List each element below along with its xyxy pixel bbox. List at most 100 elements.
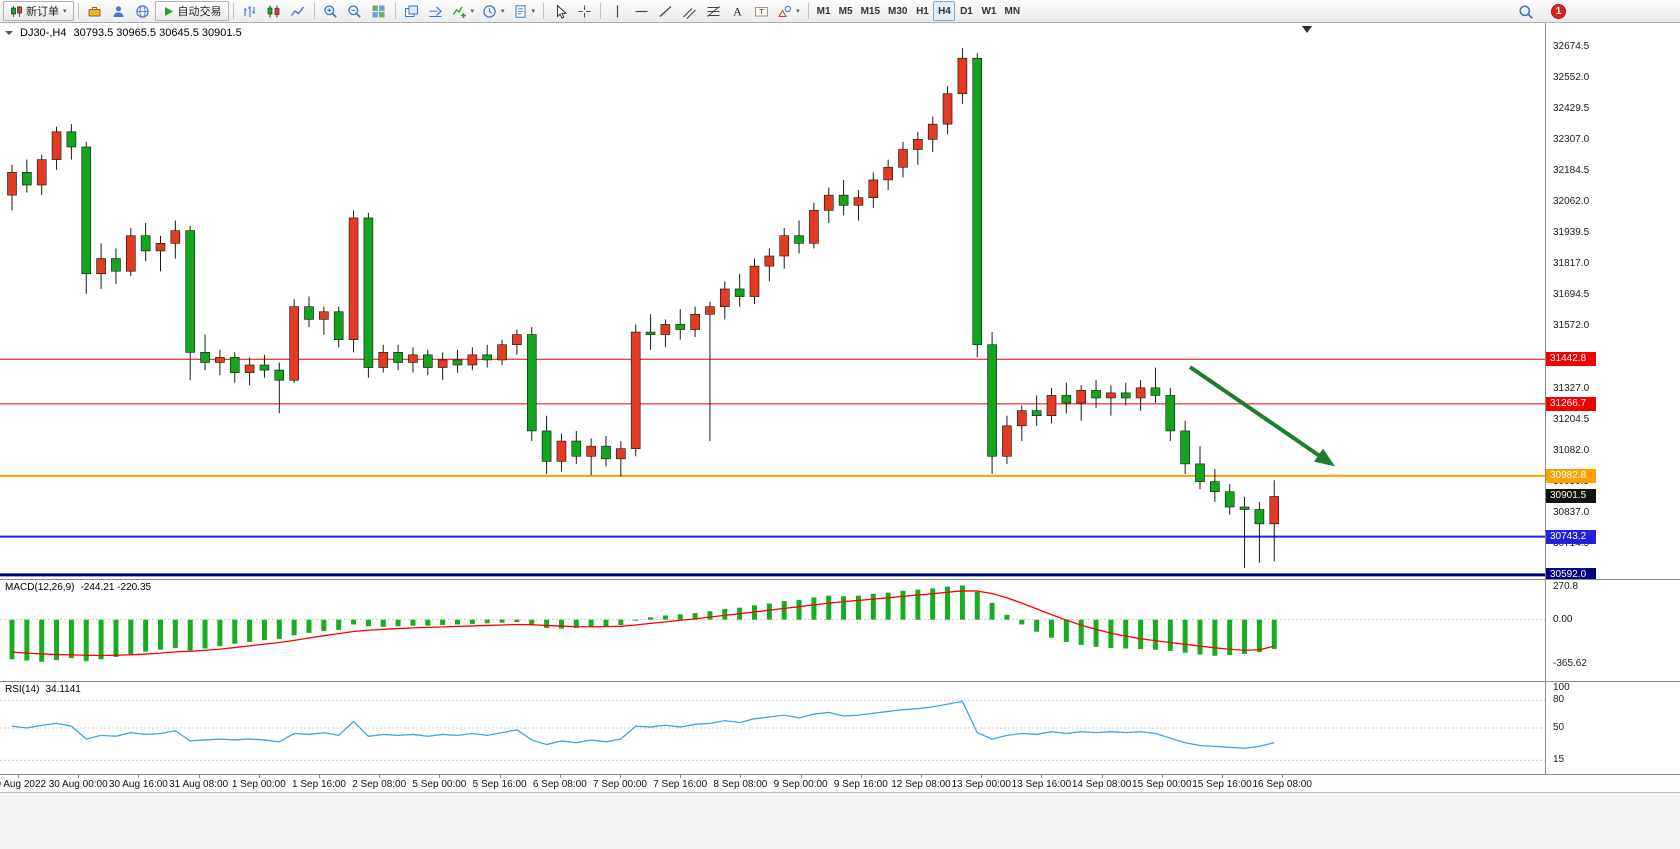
timeframe-m1-button[interactable]: M1	[813, 1, 835, 21]
templates-button[interactable]: ▾	[509, 1, 540, 21]
timeframe-m5-button[interactable]: M5	[835, 1, 857, 21]
timeframe-m30-button[interactable]: M30	[884, 1, 911, 21]
svg-text:T: T	[759, 7, 764, 16]
time-axis-label: 29 Aug 2022	[0, 779, 47, 790]
toolbar-separator	[394, 3, 396, 19]
cascade-windows-button[interactable]	[400, 1, 424, 21]
timeframe-mn-button[interactable]: MN	[1000, 1, 1024, 21]
chart-shift-icon	[428, 4, 443, 19]
cascade-windows-icon	[404, 4, 419, 19]
macd-chart[interactable]	[0, 580, 1545, 681]
time-axis-label: 9 Sep 00:00	[773, 779, 828, 790]
macd-axis[interactable]: 270.8 0.00 -365.62	[1545, 580, 1680, 681]
toolbar-separator	[600, 3, 602, 19]
timeframe-w1-button[interactable]: W1	[977, 1, 1000, 21]
macd-pane: MACD(12,26,9) -244.21 -220.35 270.8 0.00 -…	[0, 580, 1680, 682]
level-lines	[0, 358, 1545, 577]
time-axis-tick	[258, 775, 260, 778]
vertical-line-tool-icon	[610, 4, 625, 19]
horizontal-line-tool-button[interactable]	[629, 1, 653, 21]
macd-axis-label: 0.00	[1553, 613, 1573, 625]
bar-chart-mode-button[interactable]	[238, 1, 262, 21]
price-axis[interactable]: 32674.5 32552.0 32429.5 32307.0 32184.5 32062…	[1545, 23, 1680, 579]
accounts-button[interactable]	[107, 1, 131, 21]
toolbar-separator	[77, 3, 79, 19]
timeframe-mn-label: MN	[1004, 5, 1021, 17]
candle-chart-mode-button[interactable]	[262, 1, 286, 21]
shapes-tool-icon	[777, 4, 792, 19]
macd-label: MACD(12,26,9) -244.21 -220.35	[5, 582, 151, 593]
time-axis-label: 1 Sep 16:00	[292, 779, 346, 790]
trendline-tool-icon	[658, 4, 673, 19]
timeframe-m15-button[interactable]: M15	[857, 1, 884, 21]
horizontal-line-tool-icon	[634, 4, 649, 19]
svg-text:A: A	[733, 4, 742, 18]
rsi-chart[interactable]	[0, 682, 1545, 774]
time-axis-tick	[198, 775, 200, 778]
time-axis-tick	[138, 775, 140, 778]
price-axis-label: 30837.0	[1553, 506, 1590, 518]
community-button[interactable]	[131, 1, 155, 21]
channel-tool-button[interactable]	[677, 1, 701, 21]
toolbar-separator	[807, 3, 809, 19]
fibonacci-tool-button[interactable]	[701, 1, 725, 21]
price-level-tag: 30982.8	[1546, 468, 1596, 483]
templates-icon	[513, 4, 528, 19]
trendline-tool-button[interactable]	[653, 1, 677, 21]
caret-down-icon: ▾	[63, 8, 67, 15]
toolbar-separator	[232, 3, 234, 19]
search-button[interactable]	[1514, 2, 1538, 22]
crosshair-tool-button[interactable]	[572, 1, 596, 21]
price-axis-label: 32552.0	[1553, 72, 1590, 83]
indicators-button[interactable]: ▾	[448, 1, 479, 21]
candle-chart-mode-icon	[266, 4, 281, 19]
zoom-out-button[interactable]	[343, 1, 367, 21]
rsi-axis-label: 100	[1553, 682, 1570, 693]
timeframe-d1-label: D1	[960, 5, 973, 17]
timeframe-m1-label: M1	[816, 5, 831, 17]
time-axis-tick	[379, 775, 381, 778]
candles-layer	[7, 48, 1280, 568]
candlestick-chart[interactable]	[0, 23, 1545, 580]
time-axis-tick	[499, 775, 501, 778]
price-axis-label: 31327.0	[1553, 382, 1590, 394]
price-axis-label: 32062.0	[1553, 196, 1590, 208]
chart-wizard-button[interactable]	[83, 1, 107, 21]
macd-signal-line	[11, 590, 1275, 657]
timeframe-m5-label: M5	[838, 5, 853, 17]
timeframe-d1-button[interactable]: D1	[955, 1, 977, 21]
rsi-axis[interactable]: 100 80 50 15	[1545, 682, 1680, 774]
chart-shift-button[interactable]	[424, 1, 448, 21]
auto-trading-label: 自动交易	[177, 6, 222, 18]
label-tool-button[interactable]: T	[749, 1, 773, 21]
price-level-tag: 31442.8	[1546, 352, 1596, 367]
periods-button[interactable]: ▾	[478, 1, 509, 21]
vertical-line-tool-button[interactable]	[605, 1, 629, 21]
notification-badge[interactable]: 1	[1551, 4, 1566, 19]
new-order-button[interactable]: 新订单 ▾	[3, 1, 74, 21]
line-chart-mode-icon	[290, 4, 305, 19]
chart-shift-marker[interactable]	[1302, 26, 1312, 38]
line-chart-mode-button[interactable]	[286, 1, 310, 21]
text-tool-button[interactable]: A	[725, 1, 749, 21]
time-axis-tick	[1101, 775, 1103, 778]
time-axis-label: 12 Sep 08:00	[891, 779, 951, 790]
time-axis-label: 7 Sep 00:00	[593, 779, 647, 790]
chart-ohlc-values: 30793.5 30965.5 30645.5 30901.5	[73, 27, 242, 39]
shapes-tool-button[interactable]: ▾	[773, 1, 804, 21]
tile-windows-button[interactable]	[367, 1, 391, 21]
cursor-tool-button[interactable]	[548, 1, 572, 21]
time-axis-label: 2 Sep 08:00	[352, 779, 407, 790]
one-click-trading-toggle-icon[interactable]	[5, 31, 13, 39]
time-axis-label: 16 Sep 08:00	[1252, 779, 1312, 790]
rsi-axis-label: 80	[1553, 694, 1565, 706]
timeframe-h4-button[interactable]: H4	[933, 1, 956, 21]
price-axis-label: 31817.0	[1553, 258, 1590, 270]
auto-trading-button[interactable]: 自动交易	[154, 1, 229, 21]
timeframe-h4-label: H4	[938, 5, 951, 17]
timeframe-h1-button[interactable]: H1	[911, 1, 933, 21]
time-axis-label: 8 Sep 08:00	[713, 779, 768, 790]
zoom-in-button[interactable]	[319, 1, 343, 21]
